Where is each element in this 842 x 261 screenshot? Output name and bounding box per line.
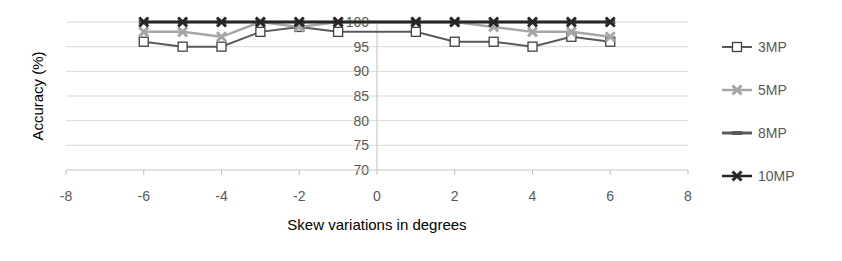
legend-marker bbox=[733, 43, 742, 52]
data-point bbox=[567, 18, 576, 27]
x-tick-label: -6 bbox=[138, 188, 151, 204]
series-line bbox=[144, 22, 611, 37]
data-point bbox=[411, 18, 420, 27]
legend-marker bbox=[732, 131, 742, 135]
y-axis bbox=[377, 22, 378, 170]
data-point bbox=[606, 32, 615, 41]
x-tick bbox=[221, 170, 222, 175]
data-point bbox=[528, 42, 537, 51]
x-tick bbox=[143, 170, 144, 175]
legend-label: 5MP bbox=[758, 82, 787, 98]
data-point bbox=[295, 18, 304, 27]
data-point bbox=[139, 27, 148, 36]
x-tick-label: 6 bbox=[606, 188, 614, 204]
data-point bbox=[256, 18, 265, 27]
data-point bbox=[256, 27, 265, 36]
y-tick-label: 85 bbox=[353, 88, 369, 104]
x-tick bbox=[610, 170, 611, 175]
x-tick-label: 8 bbox=[684, 188, 692, 204]
y-tick-label: 90 bbox=[353, 63, 369, 79]
legend: 3MP 5MP 8MP 10MP bbox=[722, 39, 795, 184]
data-point bbox=[178, 42, 187, 51]
y-tick-label: 80 bbox=[353, 113, 369, 129]
data-point bbox=[178, 18, 187, 27]
legend-marker bbox=[733, 172, 742, 181]
data-point bbox=[450, 37, 459, 46]
y-axis-title: Accuracy (%) bbox=[29, 51, 46, 140]
data-point bbox=[217, 32, 226, 41]
x-tick bbox=[377, 170, 378, 175]
data-point bbox=[528, 27, 537, 36]
x-tick-label: 4 bbox=[529, 188, 537, 204]
x-tick bbox=[532, 170, 533, 175]
legend-label: 3MP bbox=[758, 39, 787, 55]
data-point bbox=[489, 18, 498, 27]
series-line bbox=[144, 21, 611, 24]
legend-label: 8MP bbox=[758, 125, 787, 141]
legend-line bbox=[722, 132, 752, 135]
x-tick bbox=[299, 170, 300, 175]
data-point bbox=[139, 37, 148, 46]
data-point bbox=[450, 18, 459, 27]
data-point bbox=[217, 18, 226, 27]
x-tick bbox=[688, 170, 689, 175]
data-point bbox=[411, 27, 420, 36]
legend-marker bbox=[733, 86, 742, 95]
data-point bbox=[567, 27, 576, 36]
chart: 707580859095100-8-6-4-202468Skew variati… bbox=[0, 0, 842, 261]
data-point bbox=[217, 42, 226, 51]
legend-label: 10MP bbox=[758, 168, 795, 184]
x-tick-label: 0 bbox=[373, 188, 381, 204]
grid-line bbox=[66, 22, 688, 23]
x-tick bbox=[66, 170, 67, 175]
x-axis-title: Skew variations in degrees bbox=[287, 216, 466, 233]
y-tick-label: 95 bbox=[353, 39, 369, 55]
x-tick-label: -8 bbox=[60, 188, 73, 204]
data-point bbox=[139, 18, 148, 27]
data-point bbox=[528, 18, 537, 27]
x-tick-label: -2 bbox=[293, 188, 306, 204]
series-line bbox=[144, 21, 611, 24]
x-tick-label: 2 bbox=[451, 188, 459, 204]
x-tick bbox=[454, 170, 455, 175]
data-point bbox=[178, 27, 187, 36]
data-point bbox=[334, 18, 343, 27]
data-point bbox=[334, 27, 343, 36]
x-tick-label: -4 bbox=[215, 188, 228, 204]
data-point bbox=[606, 18, 615, 27]
plot-area bbox=[139, 18, 616, 52]
y-tick-label: 75 bbox=[353, 137, 369, 153]
data-point bbox=[489, 37, 498, 46]
